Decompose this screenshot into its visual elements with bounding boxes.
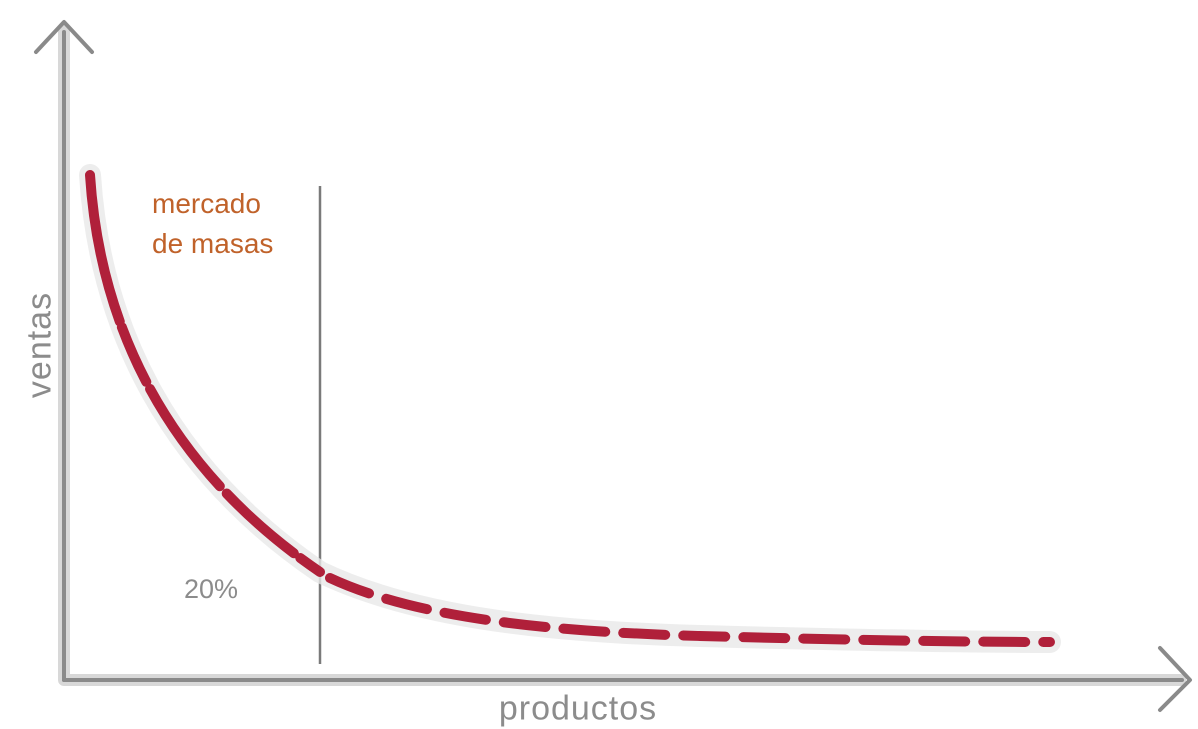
mass-market-label: mercado de masas — [152, 184, 273, 264]
demand-curve-tail — [325, 573, 1055, 647]
x-axis-label: productos — [498, 689, 658, 728]
split-percentage-label: 20% — [184, 574, 239, 604]
y-axis-arrow-icon — [34, 20, 94, 54]
mass-market-label-line1: mercado — [152, 188, 261, 219]
demand-curve-head — [85, 170, 325, 577]
y-axis-label: ventas — [20, 291, 59, 399]
mass-market-label-line2: de masas — [152, 228, 274, 259]
x-axis-arrow-icon — [1158, 646, 1192, 712]
